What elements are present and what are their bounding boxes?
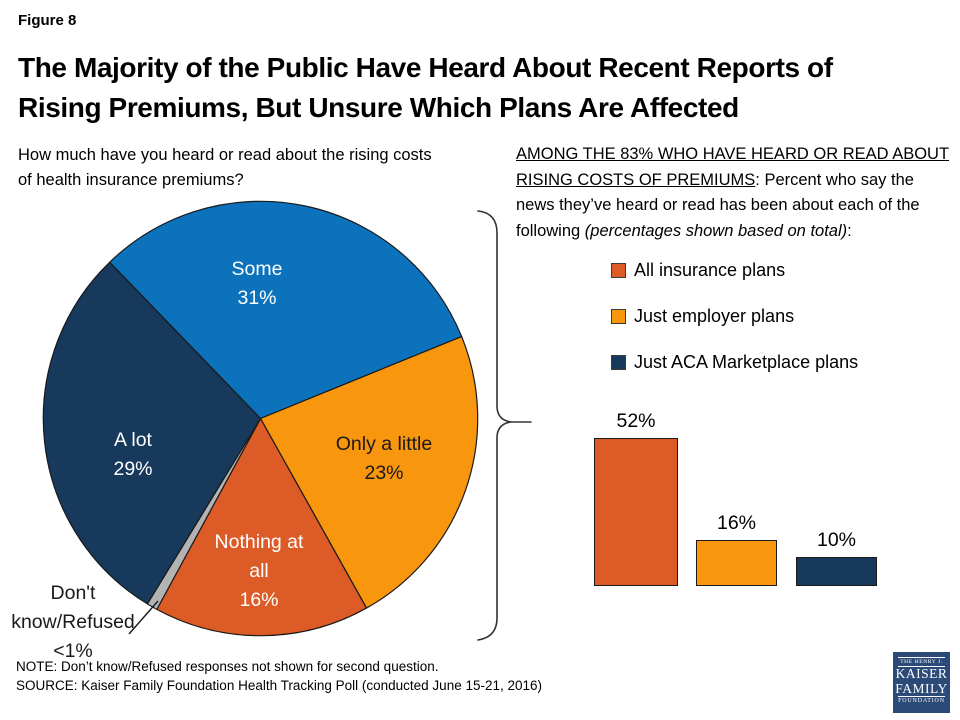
figure-number: Figure 8 <box>18 12 77 29</box>
pie-slice-some <box>109 200 463 420</box>
logo-line-kaiser: KAISER <box>895 666 948 681</box>
bar-chart-intro-normal: : Percent who say the news they’ve heard… <box>516 170 920 240</box>
pie-slice-only-a-little <box>259 335 479 609</box>
bar-value-label: 10% <box>816 529 857 551</box>
pie-slice-nothing-at-all <box>156 417 368 637</box>
bar-all-insurance-plans <box>594 438 678 586</box>
pie-callout-leader-line <box>128 600 159 635</box>
legend-swatch-rust-icon <box>611 263 626 278</box>
pie-label-only-text: Only a little <box>335 433 433 455</box>
logo-rule-bottom <box>898 696 945 697</box>
curly-brace <box>477 210 532 641</box>
bar-value-label: 16% <box>716 512 757 534</box>
pie-chart-question-line2: of health insurance premiums? <box>18 171 244 189</box>
legend-label-all-insurance: All insurance plans <box>634 260 786 280</box>
pie-label-dont-know: Don't know/Refused <1% <box>2 579 144 666</box>
bar-value-label: 52% <box>616 410 656 432</box>
bar-chart-legend: All insurance plans Just employer plans … <box>611 260 858 398</box>
logo-rule-mid <box>898 666 945 667</box>
page-title: The Majority of the Public Have Heard Ab… <box>18 48 833 128</box>
legend-swatch-orange-icon <box>611 309 626 324</box>
pie-label-alot-value: 29% <box>113 458 153 480</box>
pie-chart-question-line1: How much have you heard or read about th… <box>18 146 432 164</box>
note-line: NOTE: Don’t know/Refused responses not s… <box>16 659 439 674</box>
pie-label-only-a-little: Only a little 23% <box>294 430 474 488</box>
logo-line-foundation: FOUNDATION <box>898 698 945 704</box>
pie-label-nothing-text1: Nothing at <box>214 531 304 553</box>
kff-logo: THE HENRY J. KAISER FAMILY FOUNDATION <box>893 652 950 713</box>
pie-slice-a-lot <box>42 261 262 605</box>
legend-item-aca-marketplace: Just ACA Marketplace plans <box>611 352 858 373</box>
bar-just-aca-marketplace-plans <box>796 557 877 586</box>
pie-label-some: Some 31% <box>177 255 337 313</box>
pie-label-dk-value: <1% <box>53 640 93 662</box>
bar-chart: 52% 16% 10% <box>575 395 905 586</box>
page-title-line1: The Majority of the Public Have Heard Ab… <box>18 52 833 83</box>
footnotes: NOTE: Don’t know/Refused responses not s… <box>16 658 542 695</box>
legend-label-employer: Just employer plans <box>634 306 795 326</box>
pie-label-alot-text: A lot <box>114 429 152 451</box>
pie-slices <box>42 200 479 637</box>
pie-chart-question: How much have you heard or read about th… <box>18 143 432 193</box>
pie-label-dk-text1: Don't <box>50 582 96 604</box>
pie-label-some-value: 31% <box>237 287 277 309</box>
pie-label-dk-text2: know/Refused <box>11 611 135 633</box>
pie-label-a-lot: A lot 29% <box>53 426 213 484</box>
pie-label-only-value: 23% <box>364 462 404 484</box>
bar-chart-intro-tail: : <box>847 221 852 240</box>
logo-line-family: FAMILY <box>895 680 948 696</box>
legend-label-aca-marketplace: Just ACA Marketplace plans <box>634 352 859 372</box>
pie-label-nothing-value: 16% <box>239 589 279 611</box>
bar-chart-intro-italic: (percentages shown based on total) <box>584 221 848 240</box>
pie-label-nothing-at-all: Nothing at all 16% <box>179 528 339 615</box>
pie-chart <box>42 200 479 637</box>
bar-chart-intro: AMONG THE 83% WHO HAVE HEARD OR READ ABO… <box>516 142 956 244</box>
legend-item-all-insurance: All insurance plans <box>611 260 858 281</box>
bar-chart-intro-underlined: AMONG THE 83% WHO HAVE HEARD OR READ ABO… <box>516 145 950 189</box>
legend-item-employer: Just employer plans <box>611 306 858 327</box>
source-line: SOURCE: Kaiser Family Foundation Health … <box>16 677 543 693</box>
pie-label-nothing-text2: all <box>249 560 269 582</box>
logo-rule-top <box>898 657 945 658</box>
curly-brace-path <box>477 210 532 641</box>
logo-line-henry: THE HENRY J. <box>900 659 943 665</box>
bar-just-employer-plans <box>696 540 777 586</box>
page-title-line2: Rising Premiums, But Unsure Which Plans … <box>18 92 739 123</box>
pie-label-some-text: Some <box>231 258 283 280</box>
legend-swatch-navy-icon <box>611 355 626 370</box>
